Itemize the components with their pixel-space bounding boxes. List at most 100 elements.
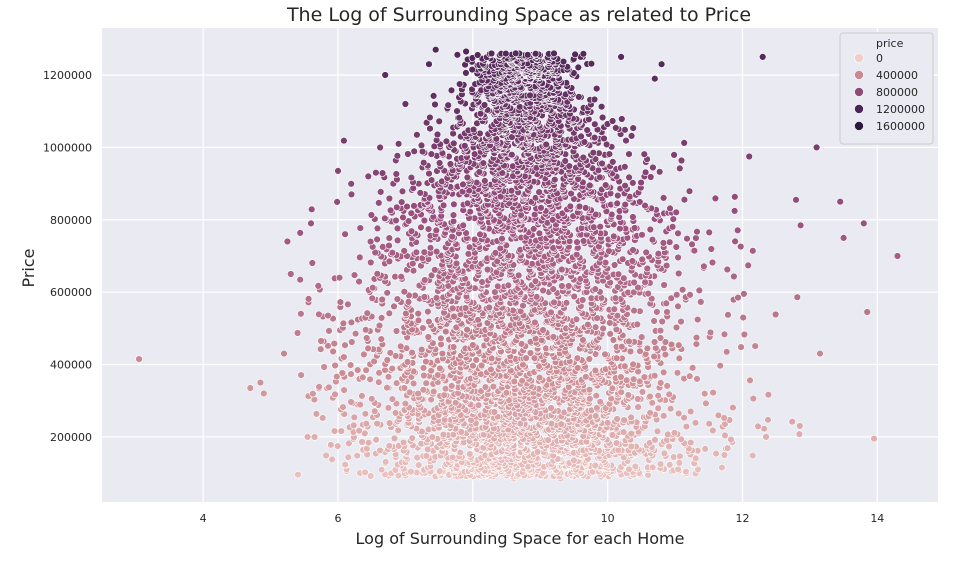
data-point [362,326,370,334]
data-point [353,452,361,460]
data-point [680,414,688,422]
data-point [377,314,386,322]
data-point [676,452,684,460]
data-point [408,434,416,442]
data-point [600,134,608,143]
data-point [638,231,646,239]
data-point [337,427,345,435]
data-point [350,421,358,430]
data-point [449,304,457,312]
data-point [385,241,393,250]
data-point [744,261,752,270]
data-point [625,465,633,473]
data-point [435,159,444,167]
data-point [359,373,367,382]
data-point [399,438,408,447]
data-point [385,309,393,317]
data-point [691,419,700,427]
data-point [372,436,380,444]
data-point [693,315,702,324]
data-point [260,389,268,398]
data-point [678,286,687,294]
data-point [375,378,383,386]
data-point [481,383,490,391]
data-point [627,132,636,140]
data-point [692,234,700,242]
data-point [356,400,364,409]
data-point [474,401,483,409]
data-point [452,399,460,407]
data-point [587,59,596,68]
data-point [476,109,485,118]
data-point [367,472,375,480]
data-point [618,255,627,263]
data-point [350,271,359,279]
data-point [637,333,646,341]
data-point [660,449,669,457]
data-point [385,442,393,450]
data-point [628,257,637,265]
data-point [615,213,623,221]
data-point [539,286,547,295]
chart-title: The Log of Surrounding Space as related … [286,4,751,26]
data-point [404,298,413,306]
data-point [436,467,444,475]
data-point [485,303,493,312]
data-point [598,113,607,122]
data-point [430,387,438,396]
data-point [462,69,470,77]
data-point [463,173,472,182]
data-point [424,225,433,233]
data-point [450,200,458,209]
data-point [620,416,628,424]
data-point [709,426,717,435]
data-point [870,435,878,443]
data-point [550,298,558,307]
data-point [368,294,376,302]
data-point [608,431,617,439]
data-point [535,229,544,238]
data-point [363,309,371,317]
data-point [393,203,401,212]
data-point [474,316,482,324]
data-point [347,370,355,378]
data-point [371,407,379,415]
data-point [442,137,451,146]
data-point [297,371,305,379]
data-point [364,344,372,353]
data-point [420,216,429,225]
data-point [731,237,739,246]
data-point [740,290,748,298]
data-point [539,326,547,334]
data-point [471,235,479,244]
data-point [652,344,660,352]
data-point [640,373,649,381]
data-point [749,247,757,255]
data-point [677,317,685,326]
data-point [344,453,352,461]
data-point [646,225,654,234]
data-point [324,311,332,320]
data-point [434,371,442,379]
data-point [590,95,599,104]
data-point [333,198,341,206]
data-point [597,294,606,302]
data-point [675,354,683,362]
data-point [335,274,344,282]
data-point [350,413,358,421]
data-point [730,207,739,215]
data-point [418,147,427,156]
data-point [373,235,381,244]
data-point [433,130,442,139]
data-point [680,196,689,204]
data-point [795,430,804,438]
data-point [629,246,637,254]
data-point [378,169,387,177]
data-point [692,333,701,342]
data-point [392,216,400,225]
data-point [579,153,587,162]
data-point [612,124,620,132]
data-point [683,235,691,243]
data-point [705,228,713,237]
data-point [381,71,389,79]
